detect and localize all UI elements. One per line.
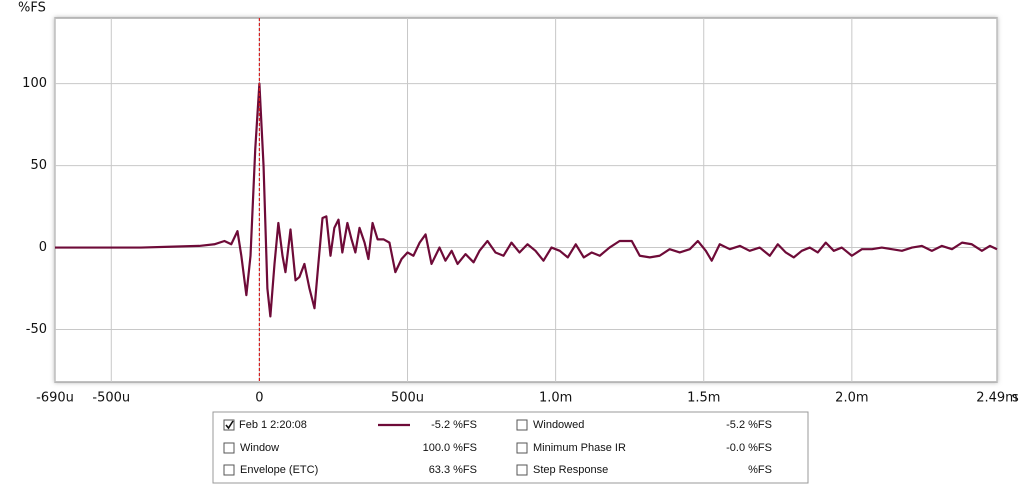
x-tick-label: 2.49m (976, 391, 1018, 406)
legend-label: Window (240, 442, 279, 454)
legend-readout: 63.3 %FS (429, 464, 477, 476)
legend-label: Minimum Phase IR (533, 442, 626, 454)
checkbox[interactable] (223, 464, 235, 476)
y-axis-label: %FS (18, 1, 46, 16)
legend-readout: -5.2 %FS (431, 419, 477, 431)
legend-label: Step Response (533, 464, 608, 476)
x-tick-label: 500u (391, 391, 424, 406)
legend-label: Windowed (533, 419, 584, 431)
legend-readout: 100.0 %FS (423, 442, 477, 454)
legend-label: Feb 1 2:20:08 (239, 419, 307, 431)
y-tick-label: 0 (39, 240, 47, 255)
plot-area (54, 17, 998, 383)
legend-box (212, 411, 809, 484)
legend-readout: -5.2 %FS (726, 419, 772, 431)
x-tick-label: 1.5m (687, 391, 720, 406)
x-tick-label: 0 (255, 391, 263, 406)
x-tick-label: 2.0m (835, 391, 868, 406)
legend-readout: -0.0 %FS (726, 442, 772, 454)
x-tick-label: -690u (36, 391, 74, 406)
series-line (55, 82, 998, 318)
x-tick-label: 1.0m (539, 391, 572, 406)
legend-readout: %FS (748, 464, 772, 476)
x-axis-unit: s (1012, 391, 1019, 406)
legend-label: Envelope (ETC) (240, 464, 318, 476)
x-tick-label: -500u (92, 391, 130, 406)
checkbox[interactable] (516, 419, 528, 431)
checkbox[interactable] (516, 442, 528, 454)
checkbox[interactable] (223, 442, 235, 454)
checkmark (225, 420, 234, 430)
checkbox[interactable] (223, 419, 235, 431)
y-tick-label: 50 (30, 158, 47, 173)
y-tick-label: 100 (22, 76, 47, 91)
checkbox[interactable] (516, 464, 528, 476)
y-tick-label: -50 (26, 322, 47, 337)
